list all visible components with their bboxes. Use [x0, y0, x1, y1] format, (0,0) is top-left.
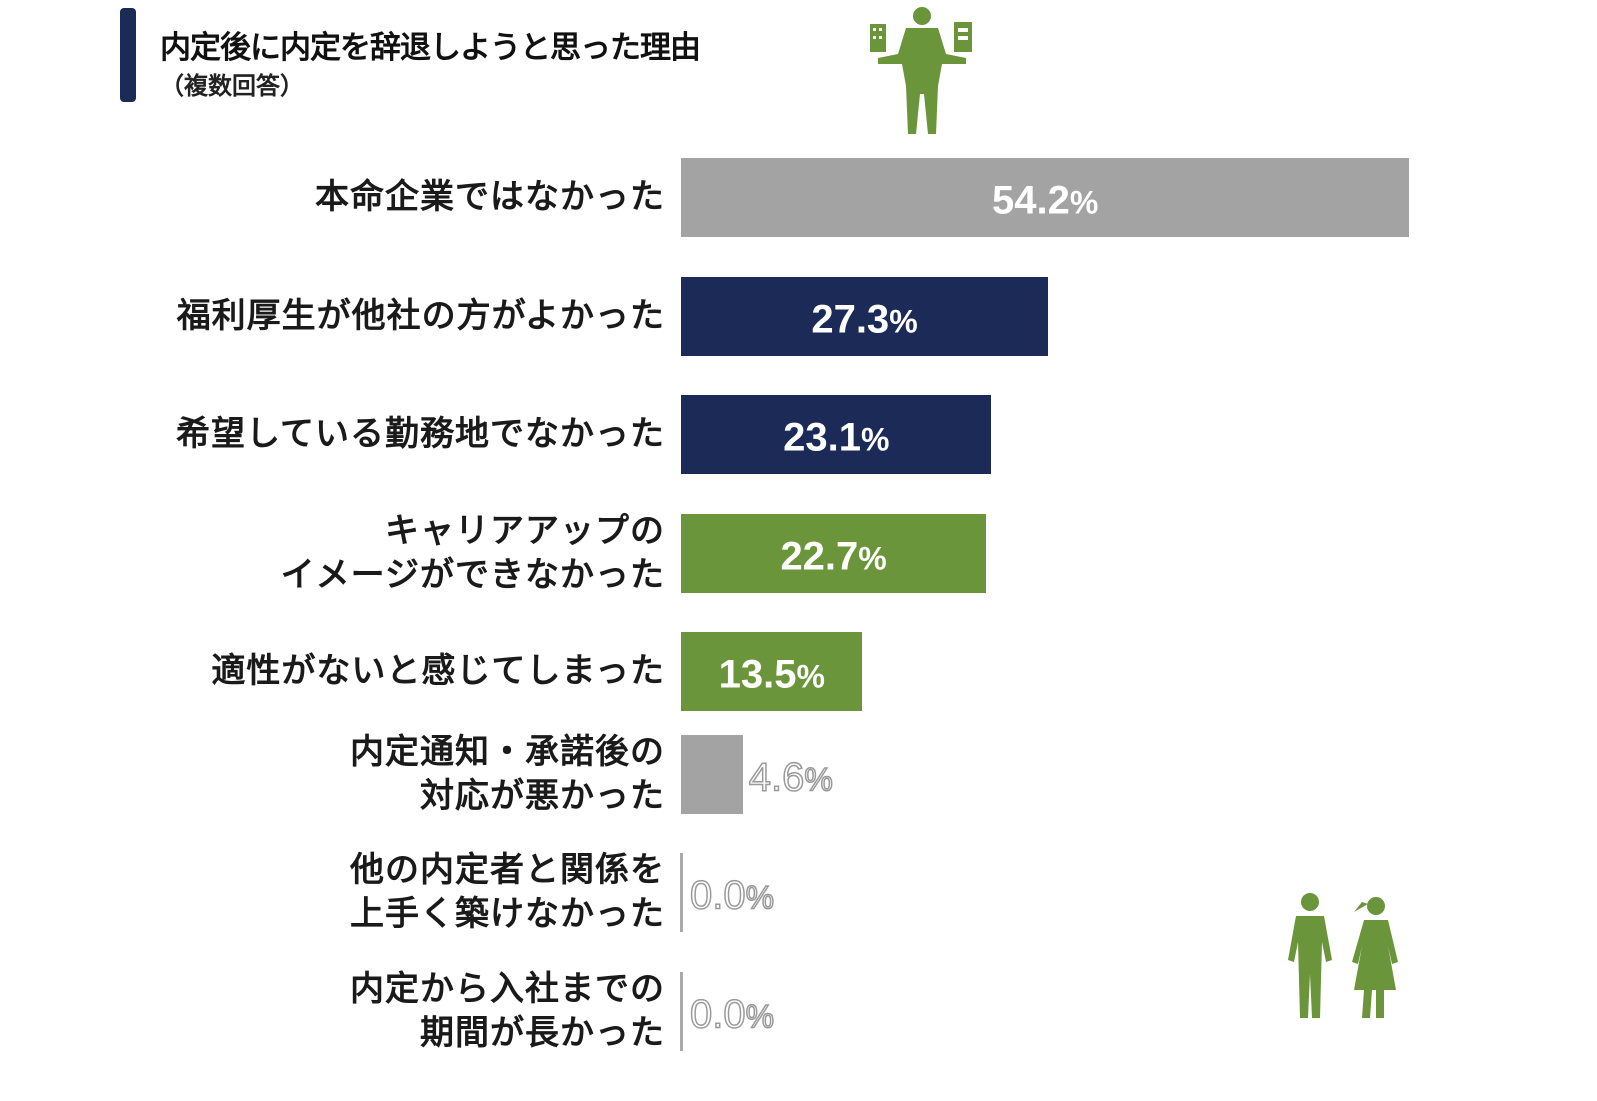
bar — [680, 972, 683, 1051]
data-label-value: 0.0 — [689, 873, 746, 919]
bar — [681, 632, 863, 711]
data-label: 13.5% — [719, 653, 825, 698]
bar — [681, 395, 992, 474]
data-label: 0.0% — [689, 992, 775, 1038]
title-accent-bar — [120, 8, 136, 102]
category-label: 適性がないと感じてしまった — [211, 651, 665, 691]
data-label-unit: % — [745, 879, 775, 917]
data-label-value: 23.1 — [783, 415, 861, 460]
category-label: 内定から入社までの 期間が長かった — [350, 969, 665, 1053]
bar — [681, 514, 986, 593]
category-label: 他の内定者と関係を 上手く築けなかった — [350, 850, 665, 934]
bar — [681, 735, 743, 814]
category-label: 希望している勤務地でなかった — [176, 414, 665, 454]
data-label-unit: % — [804, 761, 834, 799]
data-label-value: 54.2 — [992, 178, 1070, 223]
category-label: 福利厚生が他社の方がよかった — [176, 296, 665, 336]
bar — [681, 277, 1048, 356]
chart-title: 内定後に内定を辞退しようと思った理由 — [160, 30, 701, 66]
data-label: 54.2% — [992, 179, 1098, 224]
data-label-value: 22.7 — [780, 534, 859, 579]
data-label: 23.1% — [783, 416, 889, 461]
data-label: 22.7% — [780, 535, 886, 580]
data-label-value: 4.6 — [748, 755, 805, 801]
data-label: 0.0% — [689, 873, 775, 919]
data-label-value: 0.0 — [689, 992, 746, 1038]
data-label-unit: % — [1069, 184, 1099, 221]
category-label: キャリアアップの イメージができなかった — [280, 511, 665, 595]
data-label-unit: % — [796, 658, 825, 695]
data-label: 27.3% — [811, 298, 917, 343]
data-label-unit: % — [860, 421, 890, 458]
data-label-unit: % — [745, 998, 775, 1036]
data-label: 4.6% — [748, 755, 834, 801]
data-label-value: 27.3 — [811, 297, 890, 342]
data-label-unit: % — [889, 303, 918, 340]
bar — [681, 158, 1409, 237]
chart-subtitle: （複数回答） — [160, 72, 304, 100]
data-label-value: 13.5 — [718, 652, 797, 697]
data-label-unit: % — [858, 540, 887, 577]
bar — [680, 853, 683, 932]
couple-figures-icon — [1288, 893, 1398, 1018]
businessman-with-buildings-icon — [870, 7, 972, 134]
category-label: 内定通知・承諾後の 対応が悪かった — [350, 732, 665, 816]
category-label: 本命企業ではなかった — [315, 177, 665, 217]
